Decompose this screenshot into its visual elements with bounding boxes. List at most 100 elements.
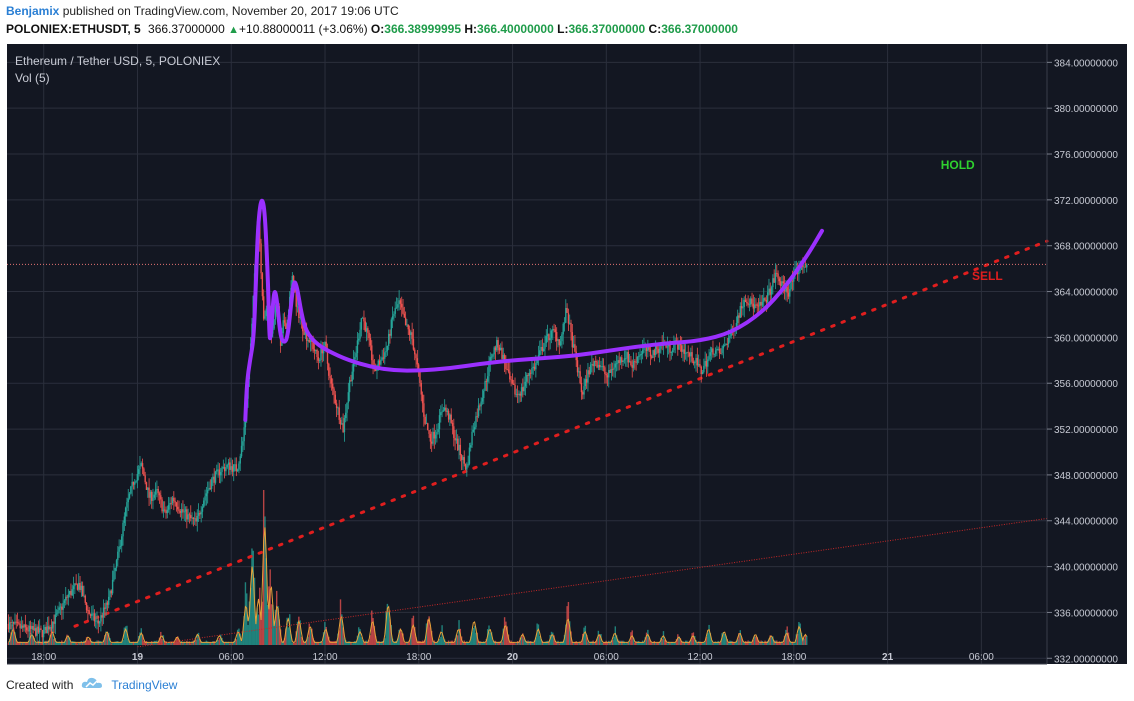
candle-body [707,359,709,367]
candle-body [485,381,488,382]
candle-body [695,357,697,363]
annotations[interactable]: HOLD SELL [941,158,1003,283]
volume-bar [567,601,570,645]
volume-bar [290,634,292,645]
volume-bar [130,642,132,645]
candle-body [718,348,721,354]
candle-body [582,392,584,395]
candle-body [164,509,166,511]
candle-body [598,364,601,368]
candle-body [753,304,756,309]
purple-drawing[interactable] [243,198,824,422]
chart-overlay: Ethereum / Tether USD, 5, POLONIEX Vol (… [15,54,220,85]
volume-bar [326,635,329,645]
candle-body [708,355,710,360]
candle-body [433,431,435,439]
volume-bar [160,631,162,645]
author-link[interactable]: Benjamix [6,4,60,18]
candle-body [348,380,351,393]
volume-bar [770,637,773,645]
volume-bar [381,641,383,645]
volume-bar [630,632,632,645]
candle-body [737,315,739,323]
volume-bar [720,640,722,645]
candle-body [84,595,86,603]
volume-bar [210,642,213,645]
volume-bar [755,636,757,645]
volume-bar [320,640,322,645]
tradingview-link[interactable]: TradingView [111,677,178,692]
volume-bar [347,641,350,645]
candle-body [600,366,602,368]
y-axis[interactable]: 384.00000000 380.00000000 376.00000000 372.… [1046,44,1118,665]
volume-bar [118,643,120,645]
volume-bar [78,642,80,645]
volume-bar [505,621,507,645]
volume-bar [489,632,491,645]
candle-body [565,307,567,323]
candle-body [472,429,475,432]
volume-bar [714,641,717,645]
volume-bar [11,624,14,645]
price-change: +10.88000011 (+3.06%) [239,22,368,36]
volume-bar [731,641,734,645]
volume-bar [385,611,387,645]
volume-bar [59,642,62,645]
candle-body [455,438,458,441]
trendlines[interactable] [7,239,1049,648]
volume-bar [355,641,357,645]
candle-body [173,497,175,502]
volume-bar [519,637,521,645]
x-axis[interactable]: 18:00 19 06:00 12:00 18:00 20 06:00 12:00 18:00 2… [7,652,1047,665]
candle-body [355,353,357,358]
volume-bar [600,633,602,645]
high-value: 366.40000000 [477,22,554,36]
volume-bar [492,640,494,645]
candle-body [578,371,580,373]
volume-bar [453,642,455,645]
candle-body [721,348,723,354]
candle-body [677,340,679,350]
candle-body [37,626,40,633]
volume-bar [449,641,451,645]
candle-body [631,365,633,368]
candle-body [432,431,434,444]
volume-bar [145,640,148,645]
candle-body [488,362,490,377]
y-tick-label: 348.00000000 [1054,471,1118,482]
volume-bar [113,642,115,645]
candle-body [42,629,45,638]
volume-bar [302,640,304,645]
volume-bar [289,614,291,645]
volume-bar [401,632,403,645]
candle-body [742,306,744,309]
volume-bar [497,641,499,645]
volume-bar [773,640,775,645]
volume-bar [649,640,652,645]
candle-body [148,487,150,498]
candle-body [399,300,402,304]
candle-body [372,360,374,366]
candle-body [489,357,491,363]
volume-bar [608,640,610,645]
volume-bar [369,635,372,645]
candle-body [161,499,163,512]
volume-bar [559,641,562,645]
volume-bar [361,639,364,645]
candle-body [477,405,480,417]
volume-bar [57,642,59,645]
candle-body [549,338,551,341]
volume-bar [750,641,752,645]
y-tick-label: 356.00000000 [1054,379,1118,390]
volume-bar [651,642,653,645]
candle-body [44,626,46,630]
candle-body [131,481,133,487]
candle-body [204,496,206,501]
candle-body [175,502,178,507]
candle-body [414,349,416,355]
volume-bar [682,641,684,645]
volume-bar [583,627,585,645]
candle-body [97,620,99,624]
volume-bar [596,638,598,645]
